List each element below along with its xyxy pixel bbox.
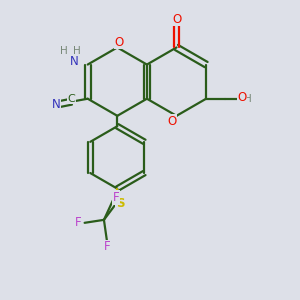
Text: F: F bbox=[103, 240, 110, 253]
Text: H: H bbox=[244, 94, 252, 104]
Text: S: S bbox=[116, 197, 124, 210]
Text: H: H bbox=[60, 46, 68, 56]
Text: F: F bbox=[112, 191, 119, 204]
Text: O: O bbox=[114, 36, 123, 49]
Text: F: F bbox=[75, 216, 82, 229]
Text: O: O bbox=[237, 91, 246, 104]
Text: C: C bbox=[68, 94, 75, 104]
Text: N: N bbox=[70, 55, 79, 68]
Text: O: O bbox=[172, 13, 181, 26]
Text: O: O bbox=[167, 115, 177, 128]
Text: H: H bbox=[74, 46, 81, 56]
Text: N: N bbox=[52, 98, 61, 111]
